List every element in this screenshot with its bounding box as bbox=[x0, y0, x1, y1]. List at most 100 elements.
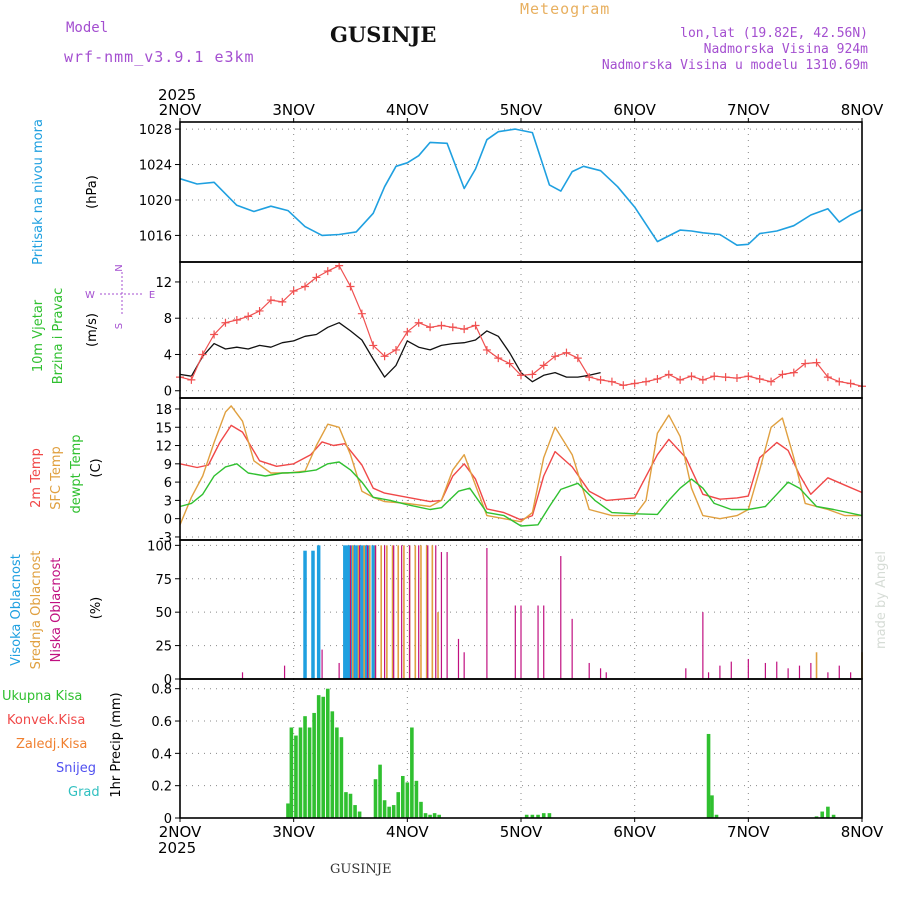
x-tick-label-top: 3NOV bbox=[272, 101, 315, 119]
low-cloud-bar bbox=[730, 661, 732, 679]
wind-gust-marker bbox=[767, 377, 776, 386]
y-tick-label: 0 bbox=[164, 513, 172, 528]
low-cloud-bar bbox=[810, 662, 812, 679]
precip-bar bbox=[826, 806, 830, 818]
wind-gust-marker bbox=[517, 371, 525, 380]
wind-gust-marker bbox=[289, 287, 298, 296]
x-tick-label-bottom: 2NOV bbox=[159, 823, 202, 841]
low-cloud-bar bbox=[446, 552, 448, 679]
wind-gust-marker bbox=[642, 377, 651, 386]
low-cloud-bar bbox=[440, 552, 443, 679]
cloud-axis-title-mid: Srednja Oblacnost bbox=[29, 551, 44, 670]
mid-cloud-bar bbox=[414, 545, 417, 679]
high-cloud-bar bbox=[303, 550, 307, 679]
precip-bar bbox=[325, 688, 330, 818]
x-tick-label-top: 5NOV bbox=[500, 101, 543, 119]
low-cloud-bar bbox=[838, 665, 840, 679]
precip-legend-5: Grad bbox=[68, 785, 100, 800]
low-cloud-bar bbox=[605, 672, 607, 679]
wind-gust-marker bbox=[619, 381, 628, 390]
y-tick-label: 15 bbox=[155, 421, 172, 436]
y-tick-label: 12 bbox=[155, 276, 172, 291]
wind-gust-marker bbox=[789, 368, 798, 377]
pressure-axis-title: Pritisak na nivou mora bbox=[31, 119, 46, 265]
wind-gust-marker bbox=[232, 316, 241, 325]
wind-gust-marker bbox=[630, 379, 639, 388]
x-tick-label-top: 6NOV bbox=[613, 101, 656, 119]
precip-bar bbox=[530, 814, 535, 818]
precip-bar bbox=[330, 711, 335, 818]
wind-gust-marker bbox=[494, 354, 503, 363]
wind-gust-marker bbox=[255, 306, 264, 315]
wind-gust-marker bbox=[426, 323, 435, 332]
low-cloud-bar bbox=[463, 652, 465, 679]
y-tick-label: 0.8 bbox=[151, 683, 172, 698]
precip-bar bbox=[541, 813, 546, 818]
wind-gust-marker bbox=[551, 352, 560, 361]
low-cloud-bar bbox=[514, 605, 516, 679]
wind-gust-marker bbox=[676, 375, 685, 384]
precip-bar bbox=[298, 727, 303, 818]
y-tick-label: 1016 bbox=[139, 229, 172, 244]
high-cloud-bar bbox=[366, 545, 371, 679]
year-label-bottom: 2025 bbox=[158, 839, 196, 857]
compass-north: N bbox=[114, 264, 125, 271]
temp-axis-title-2m: 2m Temp bbox=[29, 448, 44, 508]
precip-bar bbox=[373, 779, 378, 818]
high-cloud-bar bbox=[352, 545, 356, 679]
precip-legend-2: Konvek.Kisa bbox=[7, 713, 85, 728]
precip-bar bbox=[335, 727, 339, 818]
wind-gust-marker bbox=[539, 361, 548, 370]
low-cloud-bar bbox=[588, 662, 590, 679]
y-tick-label: 0.2 bbox=[151, 780, 172, 795]
wind-gust-marker bbox=[528, 370, 537, 379]
wind-gust-marker bbox=[744, 372, 753, 381]
wind-gust-marker bbox=[403, 327, 412, 336]
page-title: GUSINJE bbox=[330, 22, 437, 47]
precip-bar bbox=[344, 792, 348, 818]
precip-bar bbox=[437, 814, 441, 818]
y-tick-label: 0 bbox=[164, 812, 172, 827]
mid-cloud-bar bbox=[425, 545, 428, 679]
model-elevation: Nadmorska Visina u modelu 1310.69m bbox=[601, 58, 868, 73]
product-title: Meteogram bbox=[520, 0, 611, 18]
panel-frame-5 bbox=[179, 678, 863, 819]
mid-cloud-bar bbox=[403, 545, 405, 679]
wind-gust-marker bbox=[198, 350, 207, 359]
y-tick-label: 12 bbox=[155, 440, 172, 455]
precip-bar bbox=[387, 806, 391, 818]
data-layer bbox=[176, 128, 866, 819]
pressure-unit: (hPa) bbox=[85, 175, 100, 209]
wind-gust-marker bbox=[505, 359, 514, 368]
model-label: Model bbox=[66, 20, 109, 36]
wind-gust-marker bbox=[710, 372, 719, 381]
low-cloud-bar bbox=[537, 605, 539, 679]
precip-bar bbox=[339, 737, 344, 818]
wind-gust-marker bbox=[698, 375, 707, 384]
low-cloud-bar bbox=[776, 661, 778, 679]
mid-cloud-bar bbox=[431, 545, 434, 679]
low-cloud-bar bbox=[520, 605, 522, 679]
wind-gust-marker bbox=[301, 282, 310, 291]
mid-cloud-bar bbox=[351, 545, 354, 679]
wind-gust-marker bbox=[573, 354, 582, 363]
x-tick-label-bottom: 8NOV bbox=[841, 823, 884, 841]
wind-gust-marker bbox=[585, 373, 594, 382]
precip-bar bbox=[410, 727, 414, 818]
precip-bar bbox=[814, 816, 819, 818]
y-tick-label: 25 bbox=[155, 640, 172, 655]
wind-gust-marker bbox=[221, 318, 230, 327]
low-cloud-bar bbox=[409, 545, 411, 679]
precip-bar bbox=[831, 814, 836, 818]
y-tick-label: 1028 bbox=[139, 123, 172, 138]
precip-legend-3: Zaledj.Kisa bbox=[16, 737, 87, 752]
mid-cloud-bar bbox=[386, 545, 388, 679]
low-cloud-bar bbox=[798, 665, 801, 679]
wind-gust-marker bbox=[323, 267, 332, 276]
low-cloud-bar bbox=[571, 618, 573, 679]
y-tick-label: 1020 bbox=[139, 194, 172, 209]
mid-cloud-bar bbox=[391, 545, 394, 679]
x-tick-label-bottom: 6NOV bbox=[613, 823, 656, 841]
mid-cloud-bar bbox=[380, 545, 382, 679]
precip-bar bbox=[423, 813, 428, 818]
